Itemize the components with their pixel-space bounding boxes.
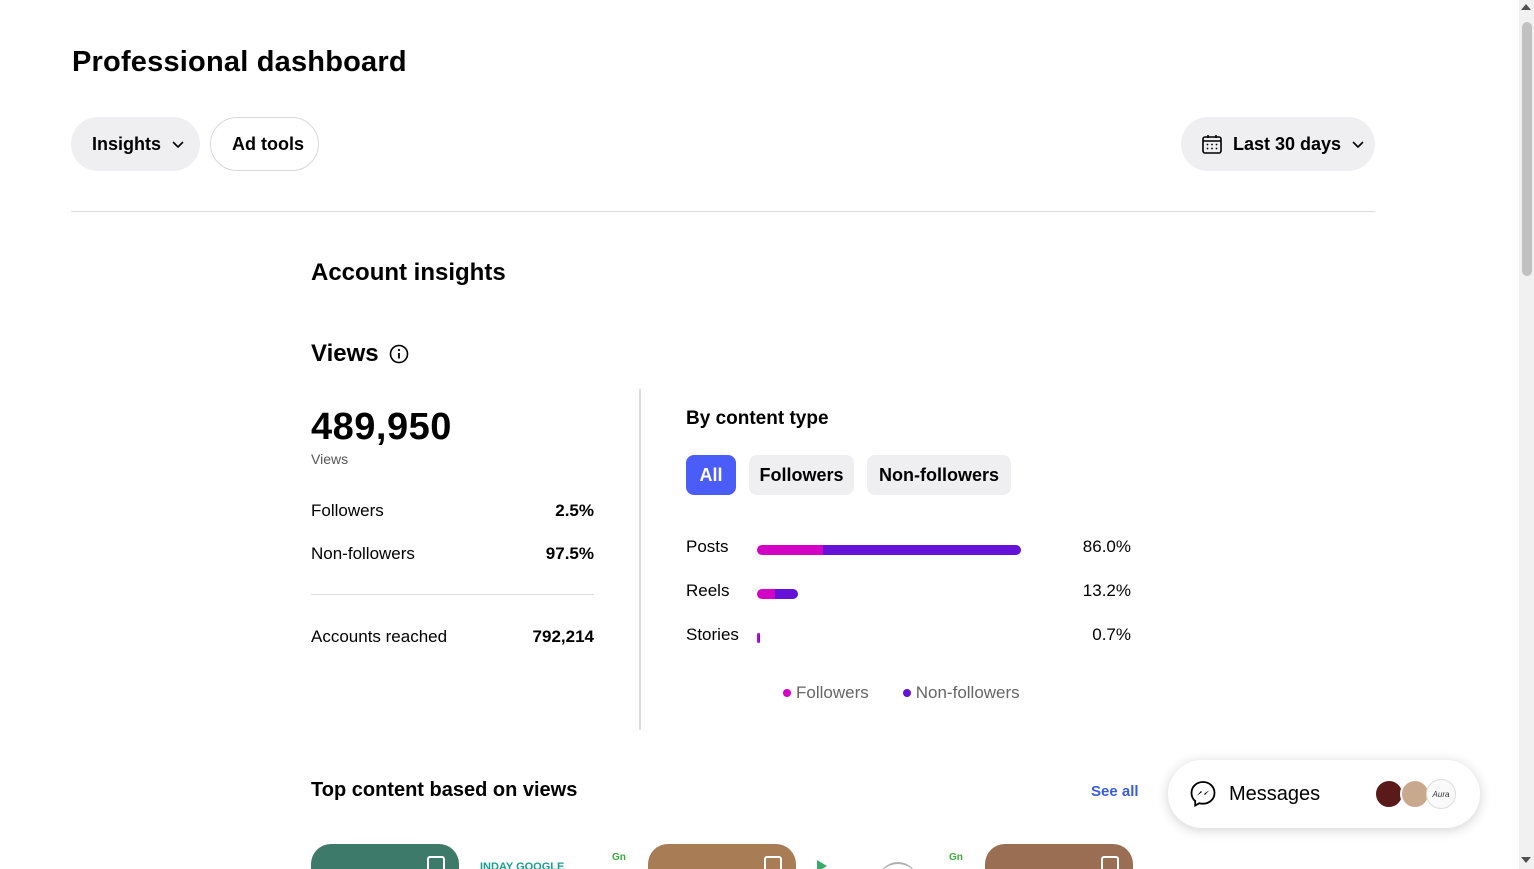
accounts-reached-value: 792,214 (532, 627, 594, 646)
calendar-icon (1202, 135, 1222, 154)
legend-nonfollowers-label: Non-followers (915, 683, 1020, 702)
header-divider (71, 211, 1375, 212)
content-bar-posts: Posts 86.0% (686, 537, 1131, 561)
info-icon[interactable] (389, 344, 409, 364)
play-icon (817, 860, 827, 869)
avatar (1374, 779, 1404, 809)
brand-mark: Gn (612, 852, 626, 863)
bar-label: Reels (686, 581, 730, 600)
reel-icon (1101, 856, 1119, 869)
followers-stat-row: Followers 2.5% (311, 501, 594, 521)
followers-label: Followers (311, 501, 384, 520)
column-divider (639, 389, 641, 730)
thumbnail-decoration (878, 862, 918, 869)
views-heading: Views (311, 340, 409, 368)
scroll-up-arrow-icon[interactable] (1521, 4, 1531, 10)
scroll-down-arrow-icon[interactable] (1521, 857, 1531, 863)
content-thumbnail[interactable] (311, 844, 459, 869)
messages-widget[interactable]: Messages Aura (1168, 760, 1480, 828)
ad-tools-label: Ad tools (232, 133, 304, 154)
nonfollowers-dot (902, 689, 911, 697)
content-bar-stories: Stories 0.7% (686, 625, 1131, 649)
accounts-reached-row: Accounts reached 792,214 (311, 627, 594, 647)
followers-segment (757, 545, 823, 555)
account-insights-title: Account insights (311, 259, 506, 286)
bar-track (757, 545, 1021, 555)
page-title: Professional dashboard (72, 46, 407, 78)
by-content-type-title: By content type (686, 408, 829, 429)
views-title: Views (311, 340, 379, 367)
thumbnail-caption: INDAY GOOGLE (480, 861, 565, 869)
followers-segment (757, 589, 776, 599)
total-views: 489,950 (311, 406, 452, 448)
nonfollowers-label: Non-followers (311, 544, 415, 563)
stat-divider (311, 594, 594, 595)
insights-label: Insights (92, 133, 162, 154)
chevron-down-icon (172, 141, 184, 149)
chevron-down-icon (1352, 141, 1364, 149)
nonfollowers-segment (823, 545, 1021, 555)
see-all-link[interactable]: See all (1091, 783, 1139, 800)
bar-pct: 0.7% (1092, 625, 1131, 644)
bar-fill (757, 589, 798, 599)
reel-icon (427, 856, 445, 869)
date-range-label: Last 30 days (1233, 133, 1342, 154)
avatar-stack: Aura (1374, 779, 1456, 809)
nonfollowers-segment (775, 589, 798, 599)
scroll-thumb[interactable] (1522, 22, 1532, 276)
ad-tools-button[interactable]: Ad tools (210, 117, 319, 171)
bar-fill (757, 545, 1021, 555)
total-views-caption: Views (311, 451, 349, 467)
nonfollowers-segment (758, 633, 760, 643)
filter-nonfollowers-chip[interactable]: Non-followers (867, 455, 1011, 495)
followers-segment (757, 633, 759, 643)
bar-label: Posts (686, 537, 729, 556)
top-content-title: Top content based on views (311, 779, 578, 801)
legend-nonfollowers: Non-followers (902, 683, 1020, 703)
avatar: Aura (1426, 779, 1456, 809)
messages-label: Messages (1229, 782, 1321, 805)
content-bar-reels: Reels 13.2% (686, 581, 1131, 605)
date-range-dropdown[interactable]: Last 30 days (1181, 117, 1375, 171)
followers-dot (783, 689, 791, 697)
filter-followers-chip[interactable]: Followers (749, 455, 854, 495)
insights-dropdown[interactable]: Insights (71, 117, 200, 171)
messenger-icon (1190, 781, 1216, 808)
nonfollowers-pct: 97.5% (545, 544, 594, 563)
chart-legend: Followers Non-followers (783, 683, 1020, 703)
bar-pct: 13.2% (1082, 581, 1131, 600)
followers-pct: 2.5% (555, 501, 594, 520)
content-thumbnail[interactable] (648, 844, 796, 869)
bar-label: Stories (686, 625, 739, 644)
content-thumbnail[interactable] (985, 844, 1133, 869)
bar-track (757, 633, 1021, 643)
nonfollowers-stat-row: Non-followers 97.5% (311, 544, 594, 564)
accounts-reached-label: Accounts reached (311, 627, 448, 646)
legend-followers-label: Followers (796, 683, 869, 702)
bar-pct: 86.0% (1082, 537, 1131, 556)
legend-followers: Followers (783, 683, 869, 703)
filter-all-chip[interactable]: All (686, 455, 736, 495)
scrollbar[interactable] (1519, 0, 1534, 869)
brand-mark: Gn (949, 852, 963, 863)
bar-fill (757, 633, 760, 643)
reel-icon (764, 856, 782, 869)
bar-track (757, 589, 1021, 599)
